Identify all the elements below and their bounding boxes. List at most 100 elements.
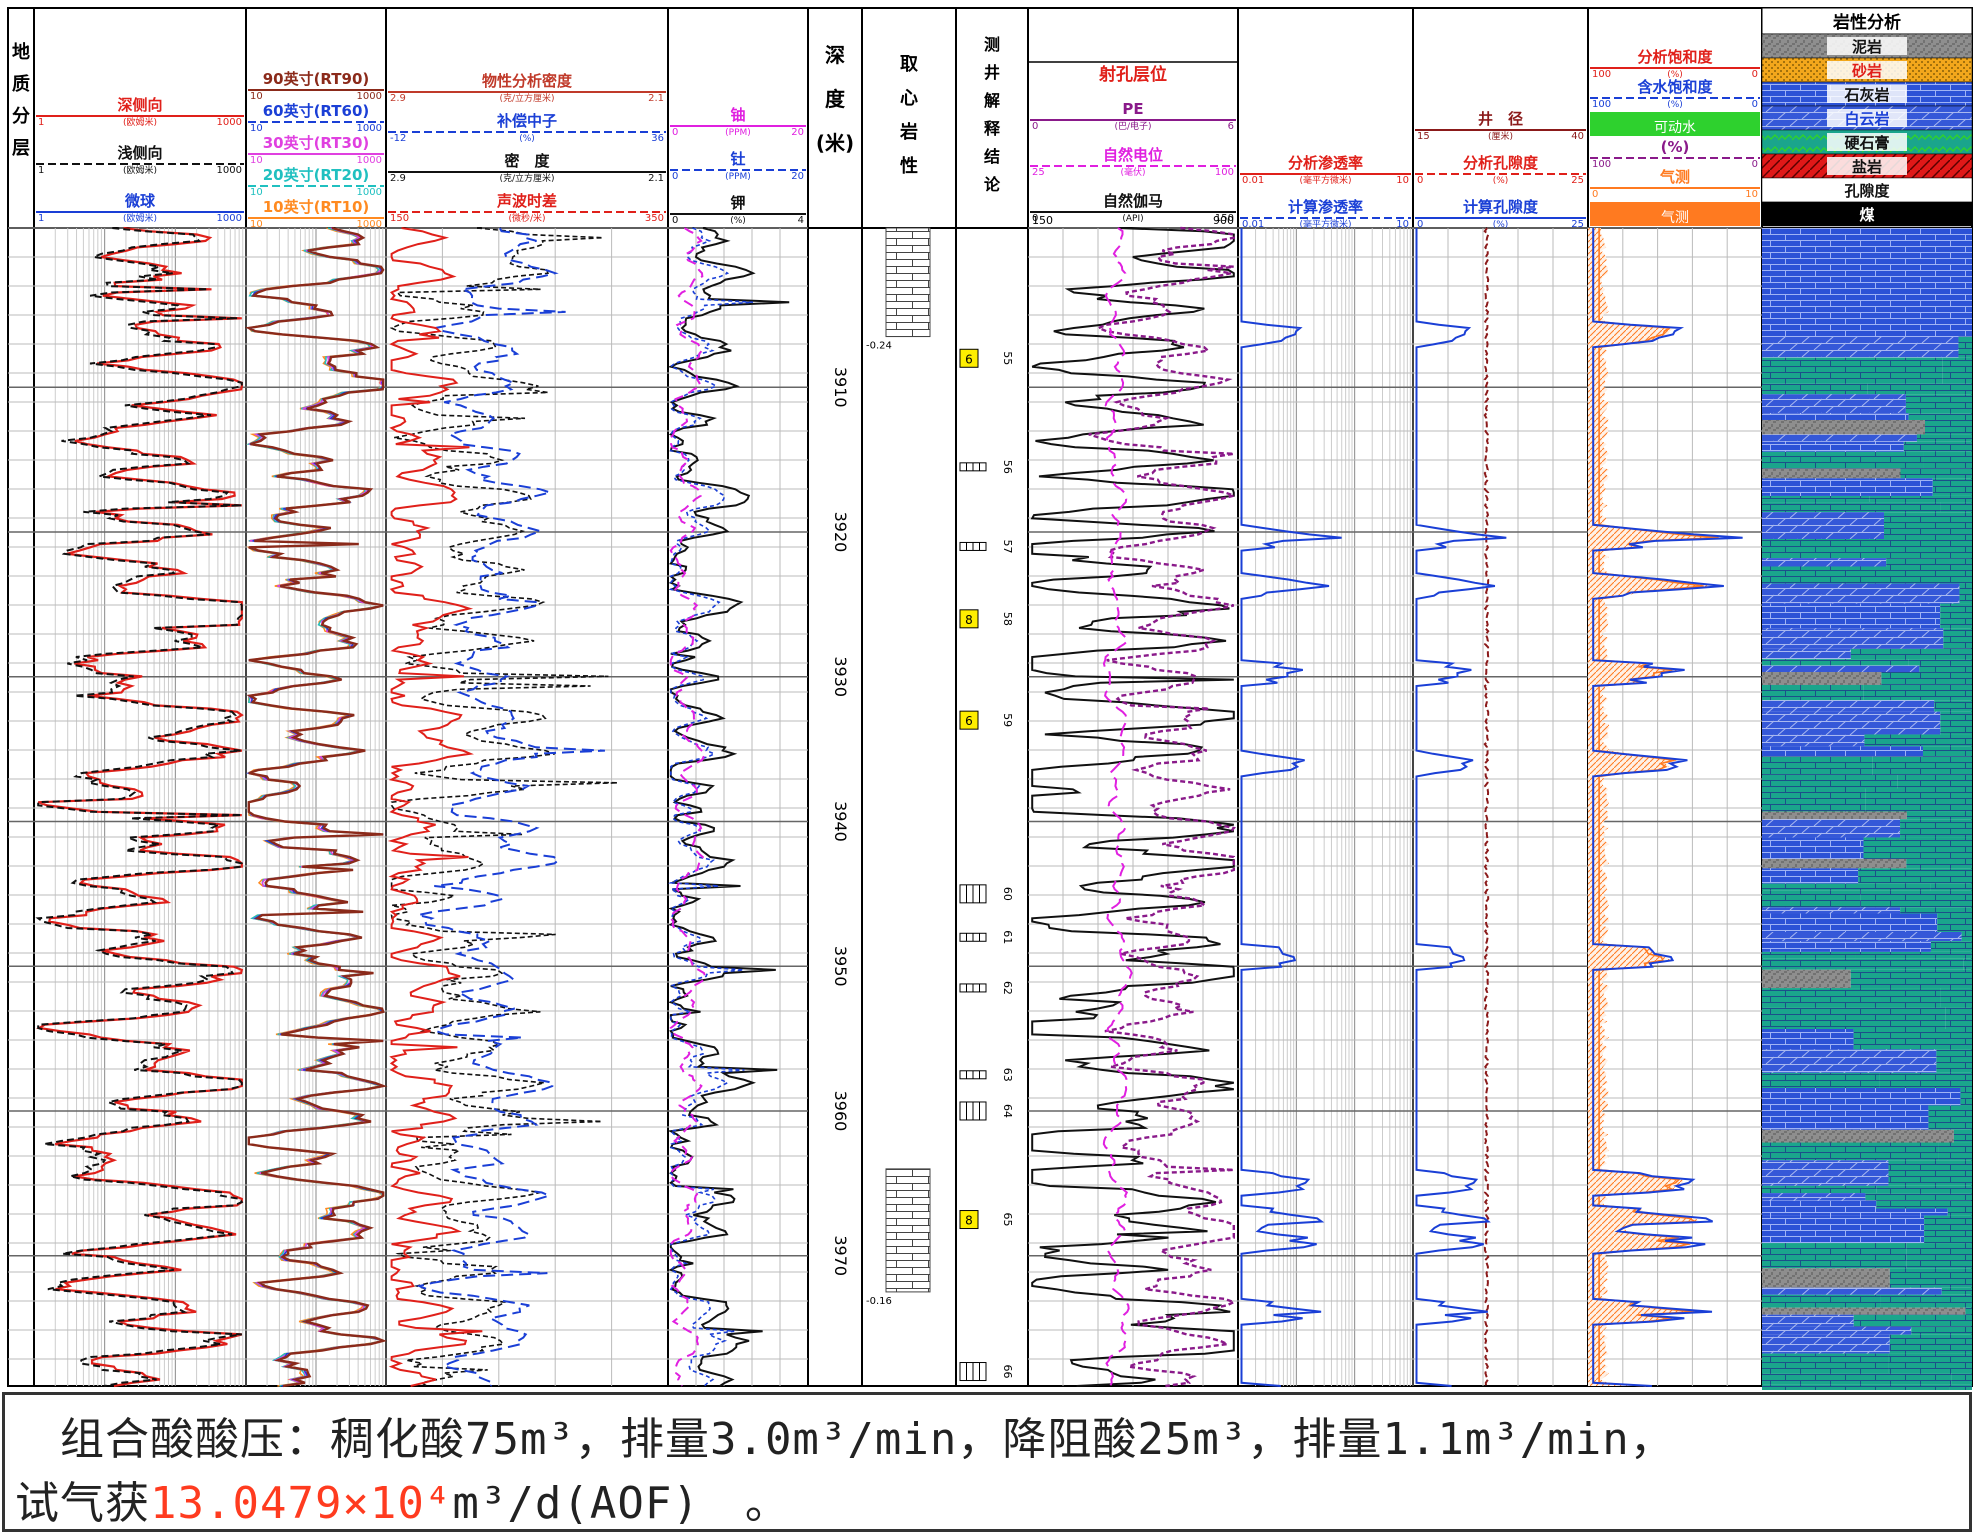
caliper-curve-max: 25 xyxy=(1571,219,1584,230)
porosity-curve-min: 2.9 xyxy=(390,93,406,104)
legend-label-5: 盐岩 xyxy=(1852,158,1882,176)
lithology-curve-unit: (毫伏) xyxy=(1120,166,1145,178)
legend-label-1: 砂岩 xyxy=(1852,62,1882,80)
induction-curve-max: 1000 xyxy=(357,219,382,230)
curve-induction-4 xyxy=(244,226,388,1388)
lithology-analysis-band xyxy=(1863,837,1972,859)
lithology-analysis-band xyxy=(1762,1334,1890,1354)
lithology-analysis-band xyxy=(1762,756,1873,775)
lithology-analysis-band xyxy=(1876,1200,1972,1209)
lithology-analysis-band xyxy=(1880,1294,1972,1308)
lithology-analysis-band xyxy=(1900,468,1972,479)
lithology-analysis-band xyxy=(1762,1287,1942,1295)
interpretation-title: 释 xyxy=(984,119,1001,138)
lithology-analysis-band xyxy=(1762,1243,1907,1269)
caliper-curve-unit: (%) xyxy=(1493,176,1509,186)
geology-title: 层 xyxy=(12,138,30,159)
legend-label-bg xyxy=(1827,61,1907,79)
saturation-curve-min: 100 xyxy=(1592,99,1611,110)
lithology-analysis-band xyxy=(1888,1353,1972,1374)
lithology-analysis-band xyxy=(1853,1028,1972,1050)
induction-curve-name: 60英寸(RT60) xyxy=(263,102,370,120)
lithology-analysis-band xyxy=(1930,941,1972,952)
porosity-curve-unit: (微秒/米) xyxy=(508,212,545,224)
interp-layer-number: 60 xyxy=(1001,887,1014,901)
interp-layer-number: 57 xyxy=(1001,539,1014,553)
lithology-analysis-band xyxy=(1949,1384,1972,1390)
lithology-curve-max: 6 xyxy=(1228,121,1234,132)
induction-curve-name: 10英寸(RT10) xyxy=(263,198,370,216)
lithology-analysis-band xyxy=(1762,746,1923,757)
lithology-analysis-band xyxy=(1762,913,1938,932)
lithology-analysis-band xyxy=(1762,1208,1948,1216)
saturation-curve-unit: (%) xyxy=(1667,70,1683,80)
depth-tick-label: 3930 xyxy=(831,656,850,697)
lithology-analysis-band xyxy=(1940,502,1972,513)
lithology-analysis-band xyxy=(1869,495,1972,503)
lithology-analysis-band xyxy=(1945,1007,1972,1029)
lithology-analysis-band xyxy=(1762,883,1931,891)
interp-layer-number: 65 xyxy=(1001,1213,1014,1227)
lithology-analysis-band xyxy=(1762,434,1917,442)
lithology-analysis-band xyxy=(1762,1160,1889,1186)
lithology-analysis-band xyxy=(1762,394,1906,414)
lithology-analysis-band xyxy=(1762,659,1909,666)
depth-title: (米) xyxy=(816,131,854,155)
lithology-analysis-band xyxy=(1872,756,1972,775)
lithology-curve-unit: (巴/电子) xyxy=(1114,120,1151,132)
lithology-analysis-band xyxy=(1762,441,1904,452)
lithology-curve-name: 自然伽马 xyxy=(1103,192,1163,210)
lithology-analysis-band xyxy=(1762,1200,1877,1209)
lithology-curve-min: 25 xyxy=(1032,167,1045,178)
lithology-analysis-band xyxy=(1881,672,1972,685)
depth-tick-label: 3950 xyxy=(831,946,850,987)
lithology-analysis-band xyxy=(1762,1142,1939,1161)
fill-gas-show xyxy=(1588,228,1722,1386)
lithology-analysis-band xyxy=(1762,419,1926,435)
spectral-curve-min: 0 xyxy=(672,215,678,226)
saturation-curve-max: 0 xyxy=(1752,69,1758,80)
lithology-analysis-band xyxy=(1762,684,1864,701)
interp-gas-layer-59 xyxy=(959,710,979,730)
lithology-analysis-band xyxy=(1908,659,1972,666)
saturation-curve-name: 气测 xyxy=(1661,210,1689,226)
spectral-curve-min: 0 xyxy=(672,127,678,138)
lithology-analysis-band xyxy=(1762,383,1868,395)
lithology-analysis-band xyxy=(1900,907,1972,914)
lithology-analysis-band xyxy=(1940,711,1972,735)
lithology-analysis-band xyxy=(1911,1326,1972,1335)
legend-label-0: 泥岩 xyxy=(1852,38,1882,56)
curve-gamma-ray xyxy=(1030,227,1235,1387)
lithology-analysis-band xyxy=(1762,969,1851,989)
curve-neutron xyxy=(416,227,605,1387)
lithology-analysis-band xyxy=(1762,1215,1925,1244)
induction-curve-max: 1000 xyxy=(357,91,382,102)
interp-layer-number: 63 xyxy=(1001,1068,1014,1082)
lithology-analysis-band xyxy=(1846,566,1972,584)
curve-pe xyxy=(1088,226,1238,1388)
resistivity-curve-min: 1 xyxy=(38,213,44,224)
lithology-analysis-band xyxy=(1762,907,1901,914)
lithology-analysis-band xyxy=(1762,1268,1890,1288)
saturation-curve-name: (%) xyxy=(1661,138,1690,156)
lithology-analysis-band xyxy=(1850,648,1972,660)
lithology-analysis-title: 岩性分析 xyxy=(1832,12,1901,33)
curve-sonic xyxy=(387,227,483,1387)
porosity-curve-name: 声波时差 xyxy=(496,192,557,210)
caliper-curve-max: 25 xyxy=(1571,175,1584,186)
curve-water-saturation xyxy=(1592,228,1743,1387)
curve-potassium xyxy=(667,227,790,1387)
saturation-curve-name: 分析饱和度 xyxy=(1637,48,1713,66)
lithology-analysis-band xyxy=(1762,1326,1912,1335)
lithology-analysis-title-box xyxy=(1761,7,1973,35)
lithology-analysis-band xyxy=(1961,931,1972,942)
resistivity-curve-name: 深侧向 xyxy=(117,96,162,114)
lithology-analysis-band xyxy=(1762,333,1959,358)
lithology-analysis-band xyxy=(1762,868,1859,884)
spectral-curve-unit: (%) xyxy=(730,216,746,226)
saturation-curve-min: 0 xyxy=(1592,189,1598,200)
caliper-curve-name: 计算孔隙度 xyxy=(1463,198,1539,216)
caption-line-2-prefix: 试气获 xyxy=(15,1478,150,1529)
lithology-analysis-band xyxy=(1923,451,1972,469)
